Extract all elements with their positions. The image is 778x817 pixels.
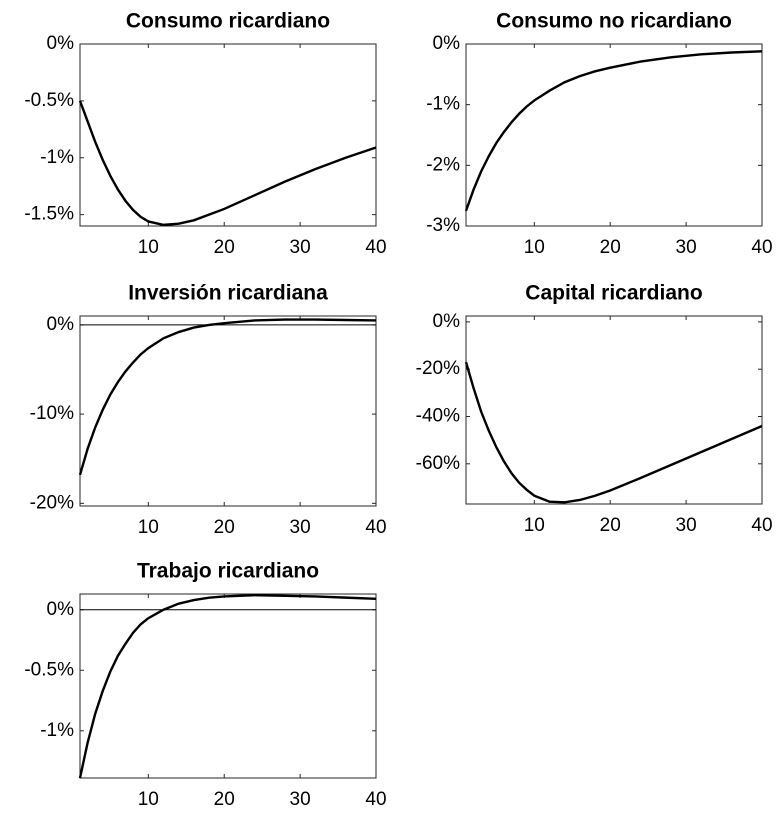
y-tick-label: -0.5%: [24, 659, 74, 680]
y-tick-label: 0%: [47, 33, 75, 54]
y-tick-label: -1%: [426, 94, 460, 115]
y-tick-label: 0%: [433, 33, 461, 54]
x-tick-label: 10: [138, 517, 159, 538]
line: [78, 100, 377, 227]
y-tick-label: -0.5%: [24, 90, 74, 111]
y-tick-label: -20%: [416, 358, 460, 379]
chart-title: Inversión ricardiana: [128, 282, 328, 305]
y-tick-label: -10%: [30, 403, 74, 424]
line: [78, 318, 377, 476]
chart-title: Capital ricardiano: [525, 282, 702, 305]
x-tick-label: 20: [600, 237, 621, 258]
y-tick-label: 0%: [47, 599, 75, 620]
plot-area: [79, 43, 377, 227]
line: [464, 50, 763, 212]
y-tick-label: 0%: [433, 311, 461, 332]
line: [464, 361, 763, 504]
x-tick-label: 20: [214, 789, 235, 810]
y-tick-label: -2%: [426, 154, 460, 175]
y-tick-label: -40%: [416, 406, 460, 427]
y-tick-label: -1%: [40, 147, 74, 168]
x-tick-label: 20: [214, 517, 235, 538]
x-tick-label: 30: [676, 515, 697, 536]
chart-title: Consumo no ricardiano: [496, 10, 732, 33]
x-tick-label: 30: [290, 237, 311, 258]
plot-area: [465, 43, 763, 227]
x-tick-label: 10: [524, 237, 545, 258]
x-tick-label: 20: [214, 237, 235, 258]
line: [78, 594, 377, 779]
y-tick-label: -1.5%: [24, 204, 74, 225]
x-tick-label: 40: [365, 237, 386, 258]
x-tick-label: 30: [676, 237, 697, 258]
y-tick-label: 0%: [47, 314, 75, 335]
x-tick-label: 10: [524, 515, 545, 536]
x-tick-label: 40: [365, 517, 386, 538]
x-tick-label: 20: [600, 515, 621, 536]
y-tick-label: -20%: [30, 492, 74, 513]
plot-area: [79, 315, 377, 507]
plot-area: [79, 593, 377, 779]
y-tick-label: -60%: [416, 453, 460, 474]
y-tick-label: -1%: [40, 720, 74, 741]
y-tick-label: -3%: [426, 215, 460, 236]
chart-title: Consumo ricardiano: [126, 10, 330, 33]
x-tick-label: 40: [365, 789, 386, 810]
x-tick-label: 30: [290, 789, 311, 810]
x-tick-label: 10: [138, 237, 159, 258]
x-tick-label: 40: [751, 515, 772, 536]
chart-title: Trabajo ricardiano: [137, 560, 319, 583]
plot-area: [465, 315, 763, 505]
x-tick-label: 10: [138, 789, 159, 810]
x-tick-label: 40: [751, 237, 772, 258]
x-tick-label: 30: [290, 517, 311, 538]
